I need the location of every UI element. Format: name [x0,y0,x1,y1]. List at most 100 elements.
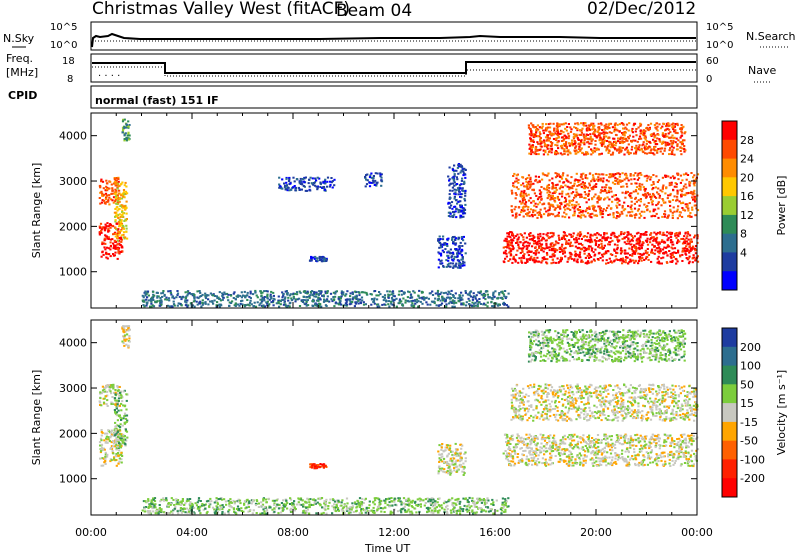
power-echo-cell [551,182,553,184]
power-echo-cell [608,241,610,243]
power-echo-cell [613,249,615,251]
velocity-echo-cell [121,400,123,402]
power-echo-cell [612,214,614,216]
power-echo-cell [178,302,180,304]
power-echo-cell [243,295,245,297]
power-echo-cell [652,139,654,141]
power-echo-cell [672,199,674,201]
power-echo-cell [649,234,651,236]
power-echo-cell [563,248,565,250]
power-echo-cell [159,297,161,299]
power-echo-cell [582,142,584,144]
power-echo-cell [105,227,107,229]
power-echo-cell [460,172,462,174]
velocity-echo-cell [126,333,128,335]
power-echo-cell [443,298,445,300]
power-echo-cell [547,148,549,150]
power-echo-cell [575,246,577,248]
power-echo-cell [675,186,677,188]
power-echo-cell [283,301,285,303]
power-echo-cell [638,138,640,140]
power-echo-cell [541,179,543,181]
power-echo-cell [652,203,654,205]
power-echo-cell [534,136,536,138]
power-echo-cell [455,248,457,250]
power-echo-cell [100,191,102,193]
power-echo-cell [390,301,392,303]
power-echo-cell [576,261,578,263]
power-echo-cell [681,207,683,209]
power-echo-cell [564,153,566,155]
power-echo-cell [661,216,663,218]
power-echo-cell [606,232,608,234]
power-echo-cell [295,187,297,189]
power-echo-cell [532,209,534,211]
power-echo-cell [582,178,584,180]
power-echo-cell [677,234,679,236]
velocity-echo-cell [120,439,122,441]
power-echo-cell [278,177,280,179]
power-echo-cell [434,298,436,300]
power-echo-cell [149,306,151,308]
power-echo-cell [187,291,189,293]
power-echo-cell [609,131,611,133]
power-echo-cell [454,191,456,193]
velocity-echo-cell [106,399,108,401]
power-echo-cell [446,297,448,299]
power-echo-cell [603,190,605,192]
power-echo-cell [545,240,547,242]
power-echo-cell [465,292,467,294]
power-echo-cell [651,201,653,203]
power-echo-cell [394,295,396,297]
power-echo-cell [412,290,414,292]
power-echo-cell [548,187,550,189]
power-echo-cell [546,246,548,248]
power-echo-cell [588,257,590,259]
power-echo-cell [594,140,596,142]
power-echo-cell [676,145,678,147]
power-echo-cell [478,298,480,300]
power-echo-cell [564,232,566,234]
power-echo-cell [561,145,563,147]
power-echo-cell [527,209,529,211]
velocity-echo-cell [114,393,116,395]
power-echo-cell [586,134,588,136]
power-echo-cell [630,206,632,208]
power-echo-cell [433,301,435,303]
velocity-echo-cell [120,435,122,437]
power-echo-cell [461,210,463,212]
power-echo-cell [441,296,443,298]
power-echo-cell [656,137,658,139]
power-echo-cell [581,238,583,240]
power-echo-cell [586,207,588,209]
velocity-echo-cell [101,431,103,433]
power-echo-cell [451,190,453,192]
power-echo-cell [579,256,581,258]
power-echo-cell [379,293,381,295]
power-echo-cell [521,191,523,193]
power-echo-cell [461,249,463,251]
power-echo-cell [316,292,318,294]
power-echo-cell [580,211,582,213]
power-echo-cell [533,243,535,245]
power-echo-cell [654,249,656,251]
power-echo-cell [651,184,653,186]
power-echo-cell [454,256,456,258]
power-echo-cell [452,169,454,171]
power-echo-cell [574,210,576,212]
power-echo-cell [420,301,422,303]
power-echo-cell [588,199,590,201]
power-echo-cell [552,186,554,188]
velocity-echo-cell [104,456,106,458]
power-echo-cell [601,124,603,126]
power-echo-cell [671,146,673,148]
power-echo-cell [634,217,636,219]
power-echo-cell [561,246,563,248]
power-echo-cell [654,238,656,240]
power-echo-cell [320,299,322,301]
power-echo-cell [277,301,279,303]
power-echo-cell [549,123,551,125]
power-echo-cell [449,167,451,169]
power-echo-cell [565,145,567,147]
power-echo-cell [680,202,682,204]
